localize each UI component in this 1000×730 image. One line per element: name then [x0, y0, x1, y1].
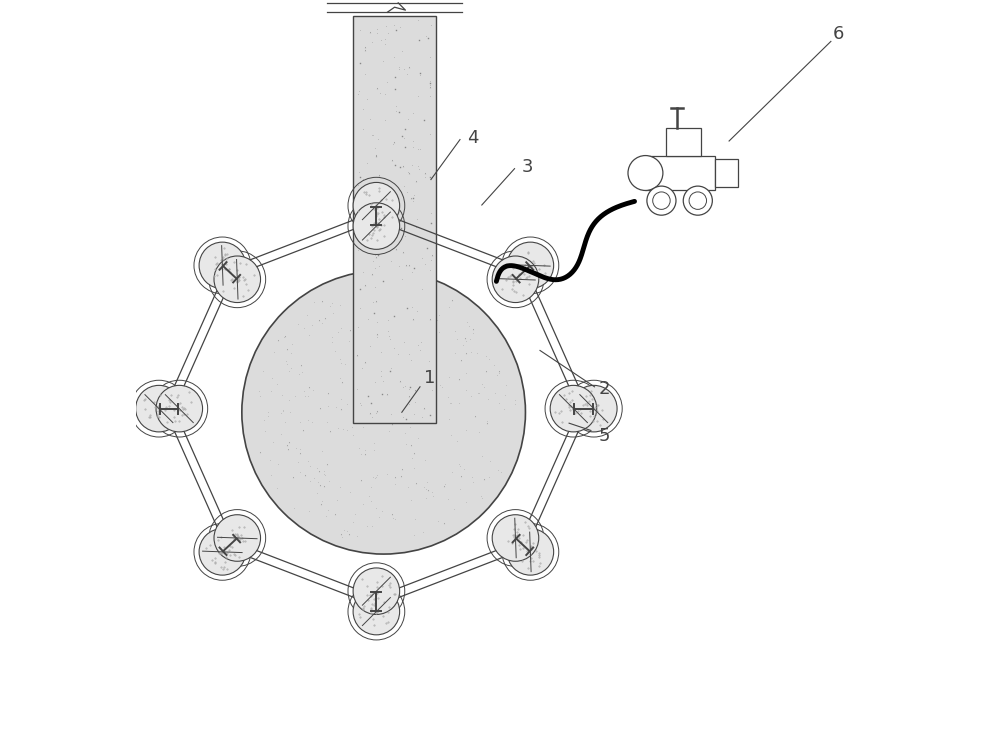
- Circle shape: [507, 242, 554, 288]
- Circle shape: [353, 588, 400, 635]
- Circle shape: [571, 385, 617, 432]
- Ellipse shape: [628, 155, 663, 191]
- Circle shape: [492, 515, 539, 561]
- Text: 1: 1: [424, 369, 435, 387]
- Text: 5: 5: [598, 427, 610, 445]
- Circle shape: [156, 385, 203, 432]
- Circle shape: [353, 182, 400, 229]
- Circle shape: [214, 256, 261, 302]
- Circle shape: [199, 529, 246, 575]
- Circle shape: [136, 385, 182, 432]
- Circle shape: [683, 186, 712, 215]
- Text: 3: 3: [522, 158, 533, 176]
- Circle shape: [550, 385, 597, 432]
- Circle shape: [492, 256, 539, 302]
- Bar: [353, 16, 436, 423]
- Bar: [645, 155, 715, 191]
- Text: 6: 6: [833, 26, 844, 43]
- Circle shape: [653, 192, 670, 210]
- Circle shape: [647, 186, 676, 215]
- Circle shape: [689, 192, 707, 210]
- Bar: [715, 159, 738, 187]
- Circle shape: [353, 568, 400, 615]
- Circle shape: [242, 270, 525, 554]
- Circle shape: [507, 529, 554, 575]
- Text: 2: 2: [598, 380, 610, 398]
- Text: 4: 4: [467, 129, 479, 147]
- Circle shape: [353, 203, 400, 250]
- Bar: [666, 128, 701, 155]
- Circle shape: [214, 515, 261, 561]
- Circle shape: [199, 242, 246, 288]
